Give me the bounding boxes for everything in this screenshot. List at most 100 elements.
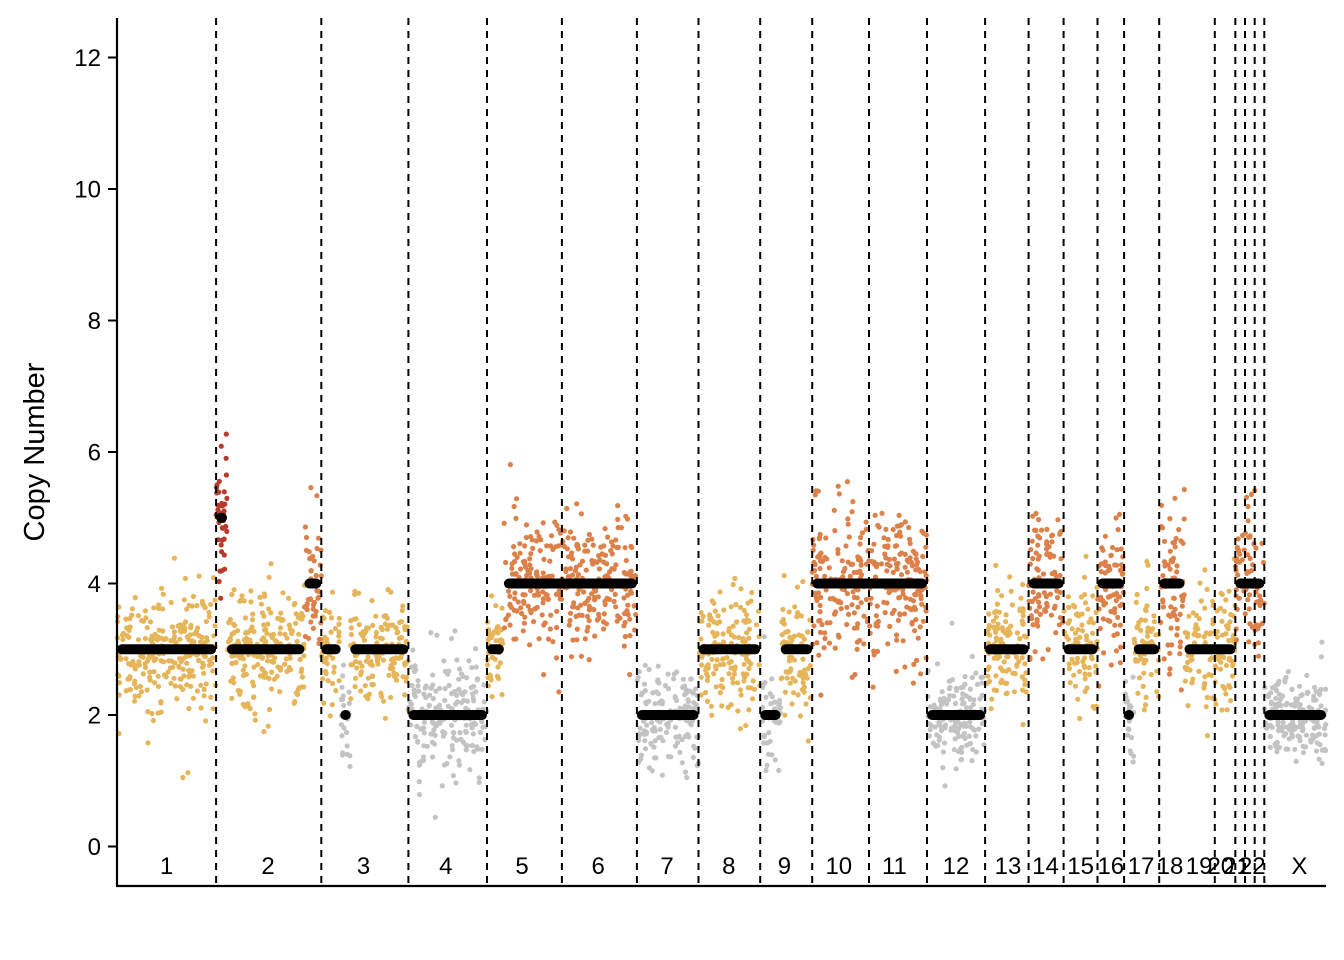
data-point: [270, 631, 277, 638]
data-point: [1040, 656, 1046, 662]
data-point: [1081, 574, 1088, 580]
data-point: [1005, 632, 1011, 639]
data-point: [1227, 698, 1234, 704]
data-point: [223, 455, 229, 461]
data-point: [522, 592, 528, 598]
data-point: [1018, 595, 1024, 601]
data-point: [367, 661, 373, 667]
data-point: [224, 528, 230, 535]
data-point: [874, 561, 880, 568]
data-point: [544, 543, 550, 549]
data-point: [1172, 544, 1178, 550]
data-point: [510, 544, 517, 550]
data-point: [733, 601, 739, 608]
data-point: [849, 602, 855, 608]
data-point: [586, 531, 593, 538]
data-point: [652, 738, 658, 744]
data-point: [1065, 620, 1071, 626]
data-point: [461, 697, 467, 703]
data-point: [1117, 660, 1123, 666]
data-point: [904, 557, 910, 563]
data-point: [927, 704, 933, 710]
data-point: [1020, 581, 1026, 588]
data-point: [589, 536, 595, 542]
data-point: [627, 633, 633, 639]
data-point: [432, 814, 438, 820]
data-point: [1245, 552, 1251, 558]
data-point: [566, 554, 572, 560]
data-point: [903, 595, 909, 601]
data-point: [1227, 619, 1233, 625]
data-point: [642, 746, 649, 752]
data-point: [548, 612, 554, 618]
data-point: [824, 620, 830, 626]
data-point: [473, 689, 479, 695]
data-point: [388, 694, 394, 701]
data-point: [138, 689, 145, 695]
data-point: [1313, 748, 1320, 754]
data-point: [890, 526, 896, 533]
data-point: [239, 593, 245, 599]
data-point: [750, 678, 756, 684]
data-point: [277, 625, 284, 631]
data-point: [1030, 555, 1036, 562]
data-point: [724, 655, 730, 661]
data-point: [347, 763, 353, 770]
data-point: [612, 591, 618, 598]
data-point: [521, 598, 527, 605]
data-point: [1070, 602, 1076, 609]
data-point: [1297, 683, 1303, 689]
data-point: [385, 622, 391, 629]
data-point: [404, 624, 410, 630]
data-point: [1144, 633, 1151, 639]
data-point: [163, 636, 169, 642]
chromosome-label-19: 19: [1186, 853, 1213, 880]
data-point: [797, 713, 804, 719]
data-point: [318, 573, 324, 579]
data-point: [969, 758, 975, 764]
data-point: [717, 589, 723, 595]
data-point: [1029, 616, 1035, 622]
data-point: [1048, 612, 1054, 618]
data-point: [169, 624, 175, 630]
data-point: [753, 622, 760, 628]
data-point: [129, 606, 135, 612]
data-point: [734, 619, 740, 625]
data-point: [595, 594, 601, 600]
data-point: [1170, 540, 1176, 546]
data-point: [855, 604, 861, 610]
data-point: [601, 611, 607, 617]
data-point: [329, 589, 336, 595]
data-point: [863, 526, 869, 533]
data-point: [1100, 616, 1106, 622]
data-point: [1236, 595, 1242, 601]
data-point: [515, 599, 521, 605]
data-point: [900, 591, 906, 597]
data-point: [331, 669, 337, 675]
data-point: [441, 658, 447, 664]
data-point: [814, 640, 820, 646]
data-point: [452, 628, 458, 634]
data-point: [801, 636, 808, 642]
data-point: [1066, 661, 1072, 667]
data-point: [261, 622, 267, 628]
data-point: [397, 619, 403, 626]
data-point: [873, 613, 880, 619]
data-point: [369, 598, 375, 604]
data-point: [743, 656, 750, 662]
data-point: [714, 657, 720, 663]
data-point: [537, 548, 543, 554]
data-point: [1082, 671, 1088, 677]
data-point: [863, 596, 870, 603]
data-point: [155, 673, 161, 679]
data-point: [648, 740, 654, 746]
data-point: [277, 631, 283, 637]
chromosome-label-10: 10: [825, 853, 852, 880]
data-point: [710, 629, 716, 635]
data-point: [1128, 704, 1134, 710]
data-point: [140, 654, 146, 660]
data-point: [787, 634, 793, 640]
data-point: [450, 747, 456, 753]
data-point: [1208, 672, 1214, 679]
